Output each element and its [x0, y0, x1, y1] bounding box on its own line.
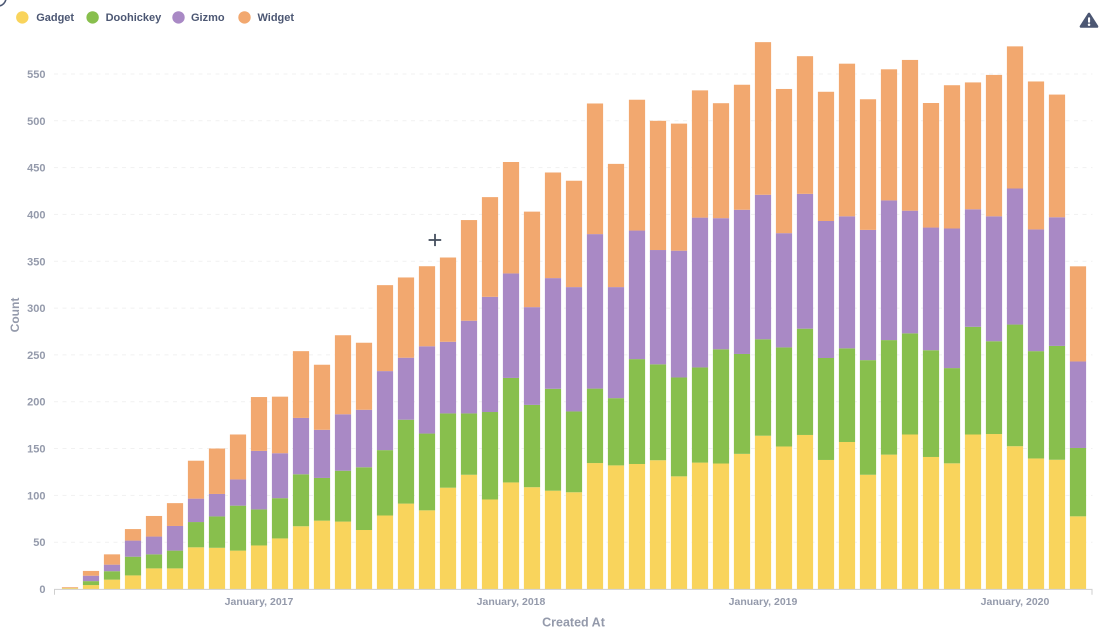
svg-text:January, 2019: January, 2019 — [729, 596, 798, 608]
svg-text:150: 150 — [27, 444, 45, 456]
svg-text:250: 250 — [27, 350, 45, 362]
svg-text:Created At: Created At — [542, 616, 606, 630]
svg-text:400: 400 — [27, 209, 45, 221]
svg-text:300: 300 — [27, 303, 45, 315]
svg-text:500: 500 — [27, 116, 45, 128]
svg-text:Gadget: Gadget — [36, 12, 74, 24]
svg-text:50: 50 — [33, 537, 45, 549]
svg-text:Doohickey: Doohickey — [106, 12, 163, 24]
svg-text:January, 2018: January, 2018 — [477, 596, 546, 608]
svg-text:0: 0 — [39, 584, 45, 596]
svg-text:Widget: Widget — [258, 12, 295, 24]
svg-text:Gizmo: Gizmo — [191, 12, 225, 24]
svg-text:200: 200 — [27, 397, 45, 409]
svg-text:January, 2017: January, 2017 — [225, 596, 294, 608]
svg-text:550: 550 — [27, 69, 45, 81]
svg-text:100: 100 — [27, 490, 45, 502]
svg-text:450: 450 — [27, 163, 45, 175]
svg-text:Count: Count — [8, 298, 22, 333]
svg-text:350: 350 — [27, 256, 45, 268]
svg-text:January, 2020: January, 2020 — [981, 596, 1050, 608]
